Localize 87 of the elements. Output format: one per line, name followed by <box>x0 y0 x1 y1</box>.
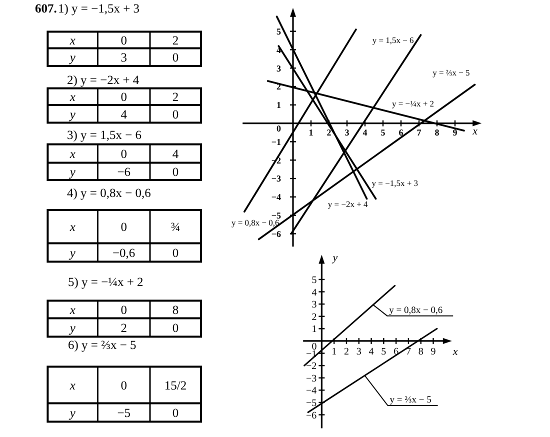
x-tick-label: 3 <box>356 346 362 358</box>
x-tick-label: 8 <box>418 346 424 358</box>
text: ¾ <box>170 220 180 234</box>
text: 4 <box>172 147 180 161</box>
y-tick-label: 3 <box>312 300 317 311</box>
text: 607. <box>35 2 57 16</box>
text: 0 <box>120 303 127 317</box>
text: y = ⅔x − 5 <box>390 396 432 406</box>
text: 4 <box>120 107 128 122</box>
text: y <box>68 246 76 260</box>
x-tick-label: 5 <box>380 127 386 138</box>
x-tick-label: 8 <box>434 127 440 138</box>
y-tick-label: −5 <box>306 398 317 409</box>
x-tick-label: 5 <box>381 346 386 358</box>
y-tick-label: 0 <box>276 123 282 134</box>
text: 1) y = −1,5x + 3 <box>58 2 140 16</box>
text: 0 <box>120 220 127 234</box>
y-tick-label: 5 <box>276 26 282 36</box>
series-label: y = ⅔x − 5 <box>432 68 470 78</box>
y-tick-label: 2 <box>312 312 317 323</box>
x-axis-title: x <box>452 346 458 358</box>
series-label: y = −1,5x + 3 <box>372 178 418 188</box>
text: 8 <box>172 303 179 317</box>
x-tick-label: 9 <box>452 127 458 138</box>
text: 0 <box>172 321 179 335</box>
y-tick-label: −6 <box>271 228 282 239</box>
text: 2 <box>120 321 127 335</box>
text: 2 <box>172 34 179 48</box>
text: −6 <box>117 164 131 179</box>
text: y <box>68 50 76 65</box>
y-tick-label: 4 <box>312 287 317 298</box>
series-label: y = 0,8x − 0,6 <box>389 306 443 316</box>
text: −0,6 <box>112 246 136 260</box>
y-tick-label: −4 <box>271 192 282 202</box>
y-tick-label: −1 <box>271 136 282 147</box>
text: 15/2 <box>164 378 187 392</box>
x-tick-label: 6 <box>398 127 404 138</box>
text: y <box>68 406 76 420</box>
text: y <box>68 164 76 179</box>
text: 4) y = 0,8x − 0,6 <box>67 186 151 200</box>
text: 0 <box>172 406 179 420</box>
y-tick-label: −3 <box>271 174 282 184</box>
y-tick-label: −5 <box>271 210 282 220</box>
text: 0 <box>172 164 179 179</box>
y-tick-label: −4 <box>306 386 317 397</box>
text: x <box>68 220 76 234</box>
text: 0 <box>120 34 127 48</box>
text: x <box>68 147 76 161</box>
y-tick-label: −2 <box>306 361 317 372</box>
text: 0 <box>120 378 127 392</box>
x-tick-label: 2 <box>344 346 349 358</box>
text: y <box>68 321 76 335</box>
x-tick-label: 1 <box>332 346 337 358</box>
text: 3) y = 1,5x − 6 <box>67 128 142 142</box>
text: x <box>68 90 76 104</box>
y-axis-title: y <box>332 252 338 264</box>
text: 6) y = ⅔x − 5 <box>68 338 136 352</box>
x-tick-label: 4 <box>362 127 368 138</box>
text: −5 <box>117 406 131 420</box>
x-tick-label: 9 <box>430 346 436 358</box>
y-tick-label: −6 <box>306 410 317 422</box>
series-label: y = 1,5x − 6 <box>372 34 414 45</box>
x-tick-label: 4 <box>368 346 374 358</box>
text: x <box>68 303 76 317</box>
y-tick-label: 3 <box>276 63 282 74</box>
x-tick-label: 3 <box>344 127 350 138</box>
text: 0 <box>172 246 179 260</box>
text: y <box>68 107 76 122</box>
text: 5) y = −¼x + 2 <box>68 275 144 289</box>
y-tick-label: 5 <box>312 274 317 286</box>
y-tick-label: 1 <box>276 100 282 110</box>
text: 2 <box>172 90 179 104</box>
text: 3 <box>120 50 127 65</box>
y-tick-label: 1 <box>312 324 317 336</box>
y-tick-label: −3 <box>306 373 317 384</box>
x-tick-label: 2 <box>326 127 332 138</box>
text: 0 <box>120 90 127 104</box>
text: x <box>68 34 76 48</box>
x-axis-title: x <box>472 125 478 138</box>
text: 0 <box>172 107 179 122</box>
series-label: y = −2x + 4 <box>328 198 369 209</box>
series-label: y = −¼x + 2 <box>392 98 434 109</box>
text: 0 <box>172 50 179 65</box>
text: 0 <box>120 147 127 161</box>
x-tick-label: 7 <box>416 127 422 138</box>
text: x <box>68 378 76 392</box>
text: 2) y = −2x + 4 <box>67 73 140 87</box>
